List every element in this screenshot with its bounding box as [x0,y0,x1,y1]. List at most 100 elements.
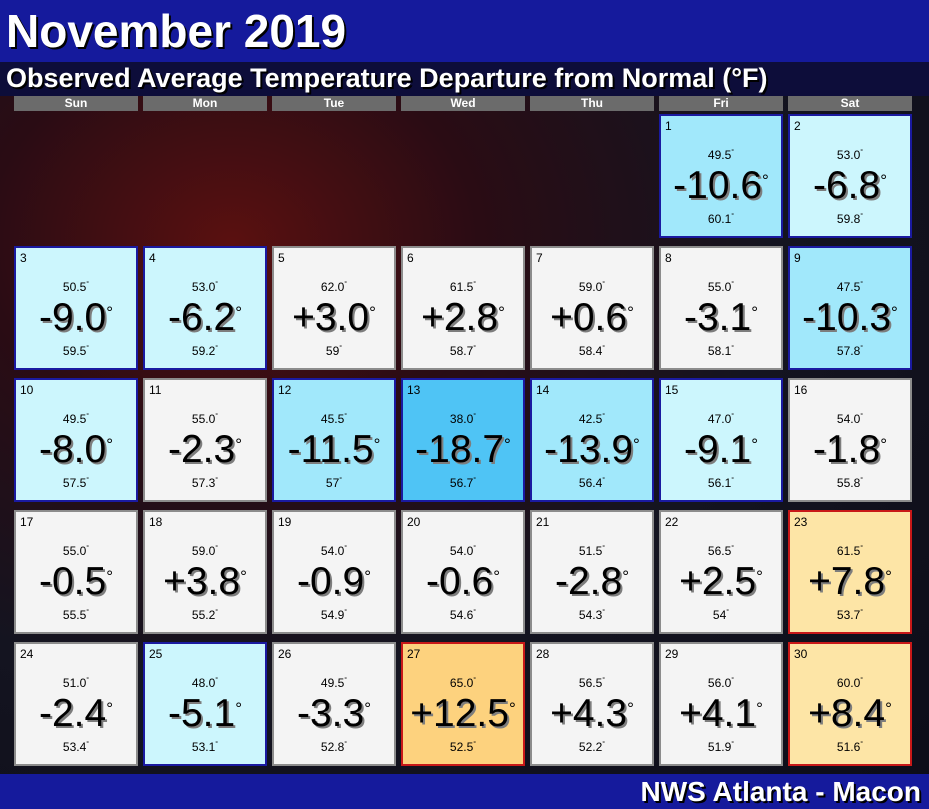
normal-value: 55.2 [191,608,216,622]
observed-value: 54.0 [836,412,861,426]
normal-value: 51.9 [707,740,732,754]
day-number: 8 [665,251,672,265]
departure-temp: -2.4° [16,692,136,736]
observed-value: 50.5 [62,280,87,294]
day-number: 22 [665,515,679,529]
degree-symbol: ° [235,303,242,322]
normal-value: 53.7 [836,608,861,622]
departure-value: +4.1 [679,692,757,735]
degree-symbol: ° [633,435,640,454]
degree-symbol: ° [473,477,477,484]
normal-value: 59.2 [191,344,216,358]
departure-value: -5.1 [167,692,236,735]
observed-value: 45.5 [320,412,345,426]
normal-value: 54 [712,608,727,622]
day-cell: 28 56.5° +4.3° 52.2° [530,642,654,766]
degree-symbol: ° [860,677,864,684]
degree-symbol: ° [339,345,343,352]
normal-value: 57.8 [836,344,861,358]
observed-temp: 61.5° [403,280,523,294]
observed-temp: 50.5° [16,280,136,294]
departure-temp: -6.8° [790,164,910,208]
normal-value: 56.1 [707,476,732,490]
departure-value: -2.3 [167,428,236,471]
page-subtitle: Observed Average Temperature Departure f… [6,63,768,93]
observed-value: 56.5 [707,544,732,558]
departure-value: +0.6 [550,296,628,339]
observed-temp: 59.0° [145,544,265,558]
observed-temp: 45.5° [274,412,394,426]
normal-value: 58.7 [449,344,474,358]
degree-symbol: ° [344,677,348,684]
day-cell: 14 42.5° -13.9° 56.4° [530,378,654,502]
degree-symbol: ° [860,213,864,220]
departure-value: +2.5 [679,560,757,603]
degree-symbol: ° [364,567,371,586]
departure-temp: +4.3° [532,692,652,736]
normal-temp: 57° [274,476,394,490]
departure-temp: +2.5° [661,560,781,604]
degree-symbol: ° [473,677,477,684]
degree-symbol: ° [731,477,735,484]
day-number: 24 [20,647,34,661]
degree-symbol: ° [106,435,113,454]
departure-temp: -1.8° [790,428,910,472]
observed-value: 62.0 [320,280,345,294]
weekday-label-wed: Wed [401,96,525,111]
degree-symbol: ° [756,567,763,586]
degree-symbol: ° [106,699,113,718]
departure-value: -9.1 [683,428,752,471]
normal-temp: 51.9° [661,740,781,754]
degree-symbol: ° [86,545,90,552]
degree-symbol: ° [860,477,864,484]
degree-symbol: ° [602,677,606,684]
normal-value: 58.1 [707,344,732,358]
departure-temp: -9.1° [661,428,781,472]
weekday-label-sat: Sat [788,96,912,111]
degree-symbol: ° [373,435,381,454]
day-cell: 5 62.0° +3.0° 59° [272,246,396,370]
day-number: 5 [278,251,285,265]
observed-value: 51.0 [62,676,87,690]
normal-temp: 59.5° [16,344,136,358]
normal-value: 57.3 [191,476,216,490]
observed-value: 61.5 [449,280,474,294]
degree-symbol: ° [627,303,634,322]
normal-temp: 56.4° [532,476,652,490]
day-number: 1 [665,119,672,133]
day-number: 3 [20,251,27,265]
degree-symbol: ° [756,699,763,718]
normal-temp: 54.6° [403,608,523,622]
day-cell: 19 54.0° -0.9° 54.9° [272,510,396,634]
departure-value: -2.8 [554,560,623,603]
observed-value: 56.0 [707,676,732,690]
degree-symbol: ° [215,609,219,616]
day-number: 23 [794,515,808,529]
normal-value: 60.1 [707,212,732,226]
normal-temp: 59° [274,344,394,358]
normal-value: 58.4 [578,344,603,358]
normal-temp: 58.7° [403,344,523,358]
departure-value: -1.8 [812,428,881,471]
observed-value: 47.0 [707,412,732,426]
observed-temp: 51.0° [16,676,136,690]
degree-symbol: ° [602,413,606,420]
observed-value: 49.5 [62,412,87,426]
departure-temp: -9.0° [16,296,136,340]
observed-temp: 48.0° [145,676,265,690]
degree-symbol: ° [731,345,735,352]
observed-value: 60.0 [836,676,861,690]
observed-temp: 61.5° [790,544,910,558]
departure-temp: +2.8° [403,296,523,340]
day-cell: 13 38.0° -18.7° 56.7° [401,378,525,502]
subtitle-bar: Observed Average Temperature Departure f… [0,62,929,96]
normal-value: 55.5 [62,608,87,622]
normal-value: 59.5 [62,344,87,358]
day-cell: 20 54.0° -0.6° 54.6° [401,510,525,634]
departure-temp: +3.8° [145,560,265,604]
degree-symbol: ° [508,699,516,718]
degree-symbol: ° [344,609,348,616]
observed-temp: 55.0° [145,412,265,426]
normal-value: 55.8 [836,476,861,490]
departure-temp: +12.5° [403,692,523,736]
